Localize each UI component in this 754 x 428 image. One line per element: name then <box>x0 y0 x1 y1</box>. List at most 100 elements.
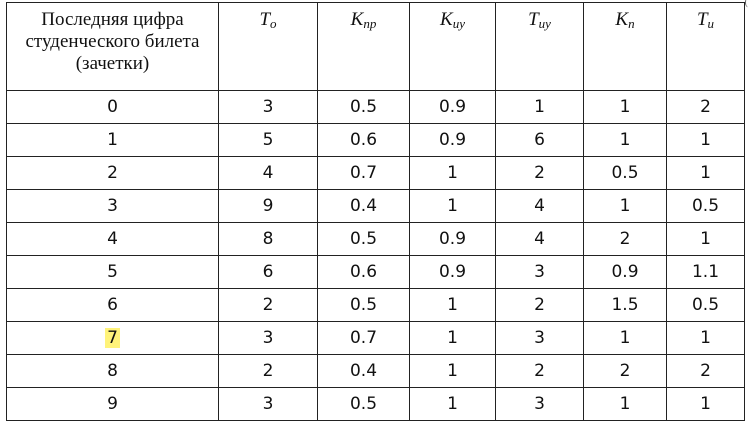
digit-cell: 7 <box>6 321 219 355</box>
value-cell: 0.5 <box>317 387 410 421</box>
value-cell: 1 <box>666 156 745 190</box>
value-cell: 1 <box>666 321 745 355</box>
value-cell: 1 <box>409 156 496 190</box>
value-cell: 1 <box>409 321 496 355</box>
value-cell: 2 <box>218 288 318 322</box>
digit-value: 1 <box>107 130 118 150</box>
value-cell: 9 <box>218 189 318 223</box>
digit-cell: 4 <box>6 222 219 256</box>
digit-value: 8 <box>107 361 118 381</box>
digit-cell: 5 <box>6 255 219 289</box>
digit-value: 7 <box>105 328 120 348</box>
value-cell: 0.4 <box>317 354 410 388</box>
value-cell: 1 <box>666 222 745 256</box>
table-row: 5 6 0.6 0.9 3 0.9 1.1 <box>6 255 745 289</box>
value-cell: 0.9 <box>409 90 496 124</box>
value-cell: 0.9 <box>409 222 496 256</box>
header-digit-column: Последняя цифра студенческого билета (за… <box>6 2 219 91</box>
header-param: Kп <box>583 2 667 91</box>
value-cell: 0.7 <box>317 321 410 355</box>
value-cell: 0.9 <box>583 255 667 289</box>
value-cell: 2 <box>218 354 318 388</box>
value-cell: 8 <box>218 222 318 256</box>
digit-cell: 0 <box>6 90 219 124</box>
value-cell: 0.9 <box>409 123 496 157</box>
value-cell: 1 <box>583 189 667 223</box>
header-row: Последняя цифра студенческого билета (за… <box>6 2 745 91</box>
value-cell: 1 <box>409 189 496 223</box>
value-cell: 4 <box>218 156 318 190</box>
value-cell: 0.5 <box>317 222 410 256</box>
digit-value: 4 <box>107 229 118 249</box>
value-cell: 4 <box>495 222 584 256</box>
table-row: 0 3 0.5 0.9 1 1 2 <box>6 90 745 124</box>
value-cell: 1 <box>409 288 496 322</box>
value-cell: 1 <box>409 354 496 388</box>
digit-value: 5 <box>107 262 118 282</box>
digit-value: 0 <box>107 97 118 117</box>
value-cell: 3 <box>495 255 584 289</box>
table-row: 4 8 0.5 0.9 4 2 1 <box>6 222 745 256</box>
value-cell: 2 <box>666 90 745 124</box>
value-cell: 2 <box>583 222 667 256</box>
value-cell: 2 <box>666 354 745 388</box>
value-cell: 6 <box>495 123 584 157</box>
table-row: 9 3 0.5 1 3 1 1 <box>6 387 745 421</box>
value-cell: 1.5 <box>583 288 667 322</box>
value-cell: 3 <box>495 321 584 355</box>
header-param: Tиу <box>495 2 584 91</box>
value-cell: 2 <box>583 354 667 388</box>
table-row: 6 2 0.5 1 2 1.5 0.5 <box>6 288 745 322</box>
corner-mark: ( <box>744 0 748 8</box>
value-cell: 0.6 <box>317 123 410 157</box>
value-cell: 0.5 <box>666 288 745 322</box>
value-cell: 0.5 <box>317 288 410 322</box>
digit-value: 2 <box>107 163 118 183</box>
value-cell: 1 <box>495 90 584 124</box>
digit-value: 3 <box>107 196 118 216</box>
value-cell: 0.5 <box>317 90 410 124</box>
value-cell: 0.5 <box>583 156 667 190</box>
value-cell: 2 <box>495 288 584 322</box>
value-cell: 0.4 <box>317 189 410 223</box>
header-param: Tи <box>666 2 745 91</box>
value-cell: 3 <box>495 387 584 421</box>
value-cell: 2 <box>495 354 584 388</box>
digit-cell: 6 <box>6 288 219 322</box>
value-cell: 0.9 <box>409 255 496 289</box>
value-cell: 1 <box>583 387 667 421</box>
value-cell: 1 <box>583 123 667 157</box>
digit-cell: 8 <box>6 354 219 388</box>
digit-value: 9 <box>107 394 118 414</box>
digit-value: 6 <box>107 295 118 315</box>
table-row: 3 9 0.4 1 4 1 0.5 <box>6 189 745 223</box>
digit-cell: 3 <box>6 189 219 223</box>
value-cell: 1 <box>666 387 745 421</box>
value-cell: 3 <box>218 321 318 355</box>
digit-cell: 1 <box>6 123 219 157</box>
header-param: Kпр <box>317 2 410 91</box>
table-row: 8 2 0.4 1 2 2 2 <box>6 354 745 388</box>
parameters-table: Последняя цифра студенческого билета (за… <box>6 2 745 421</box>
header-param: To <box>218 2 318 91</box>
value-cell: 0.5 <box>666 189 745 223</box>
value-cell: 0.6 <box>317 255 410 289</box>
table-row: 1 5 0.6 0.9 6 1 1 <box>6 123 745 157</box>
table-row: 7 3 0.7 1 3 1 1 <box>6 321 745 355</box>
value-cell: 2 <box>495 156 584 190</box>
value-cell: 0.7 <box>317 156 410 190</box>
value-cell: 4 <box>495 189 584 223</box>
value-cell: 3 <box>218 387 318 421</box>
value-cell: 1 <box>666 123 745 157</box>
value-cell: 1 <box>409 387 496 421</box>
value-cell: 1.1 <box>666 255 745 289</box>
table-row: 2 4 0.7 1 2 0.5 1 <box>6 156 745 190</box>
value-cell: 6 <box>218 255 318 289</box>
digit-cell: 2 <box>6 156 219 190</box>
digit-cell: 9 <box>6 387 219 421</box>
value-cell: 3 <box>218 90 318 124</box>
header-param: Kиу <box>409 2 496 91</box>
value-cell: 5 <box>218 123 318 157</box>
value-cell: 1 <box>583 321 667 355</box>
